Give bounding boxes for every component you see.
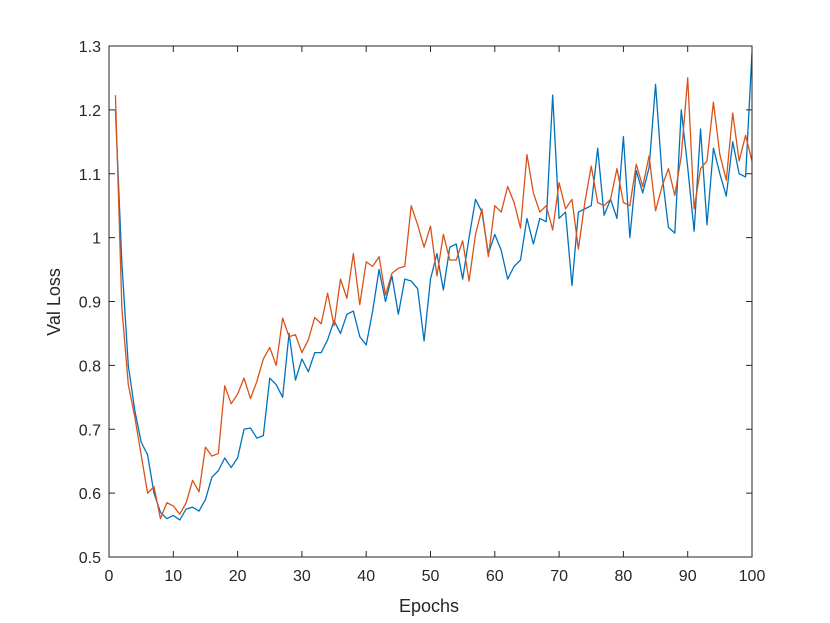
x-tick-label: 0 xyxy=(105,568,114,585)
y-tick-label: 0.7 xyxy=(79,422,101,439)
y-tick-label: 1 xyxy=(92,231,101,248)
x-tick-label: 90 xyxy=(679,568,697,585)
x-tick-label: 70 xyxy=(550,568,568,585)
y-axis-label: Val Loss xyxy=(44,268,64,336)
x-axis-label: Epochs xyxy=(399,596,459,616)
x-tick-label: 40 xyxy=(357,568,375,585)
y-tick-label: 1.1 xyxy=(79,167,101,184)
series-layer xyxy=(114,52,753,521)
x-tick-label: 80 xyxy=(615,568,633,585)
x-tick-label: 20 xyxy=(229,568,247,585)
y-tick-label: 0.8 xyxy=(79,358,101,375)
x-tick-label: 30 xyxy=(293,568,311,585)
x-tick-label: 50 xyxy=(422,568,440,585)
y-tick-label: 0.9 xyxy=(79,295,101,312)
y-tick-label: 0.5 xyxy=(79,550,101,567)
x-tick-label: 100 xyxy=(739,568,766,585)
y-tick-label: 1.3 xyxy=(79,39,101,56)
y-tick-label: 1.2 xyxy=(79,103,101,120)
ticks-layer: 0 10 20 30 40 50 60 70 80 90 100 0.5 0.6 0.7 0.8 0.9 1 1.… xyxy=(79,39,766,585)
series-line-1 xyxy=(114,52,753,521)
y-tick-label: 0.6 xyxy=(79,486,101,503)
x-tick-label: 60 xyxy=(486,568,504,585)
series-line-2 xyxy=(114,77,753,520)
x-tick-label: 10 xyxy=(164,568,182,585)
